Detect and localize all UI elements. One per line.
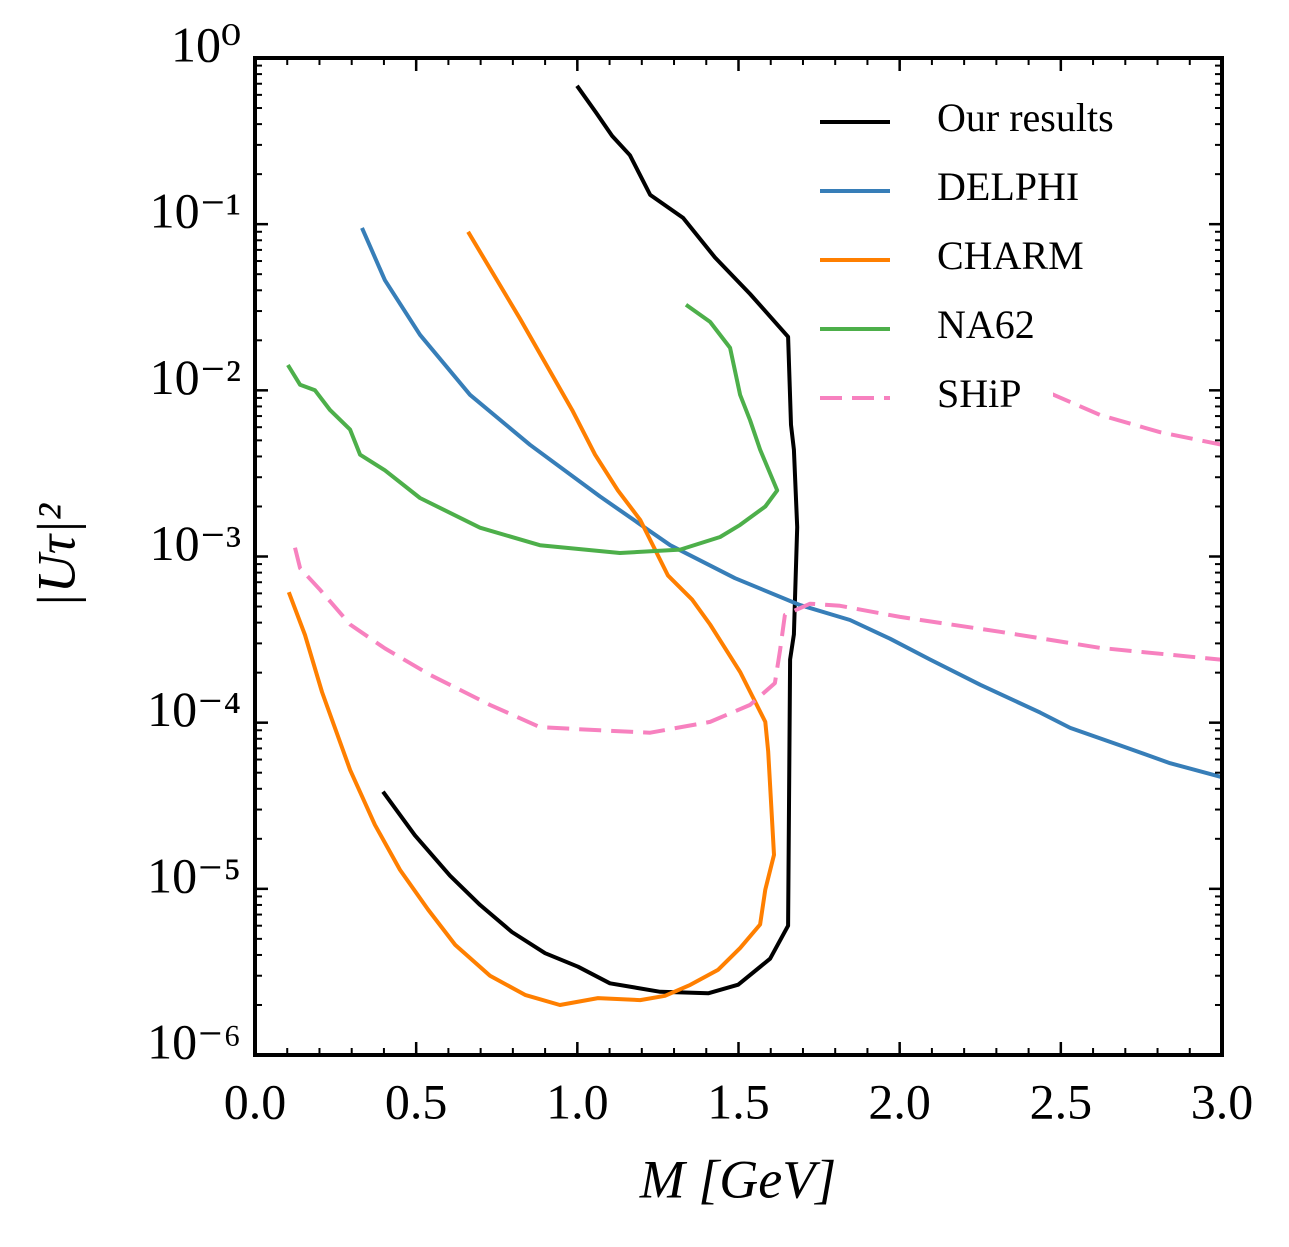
legend-label: DELPHI [937,164,1079,209]
x-axis-label: M [GeV] [639,1149,836,1209]
series-line [381,84,800,996]
legend-label: SHiP [937,371,1022,416]
x-tick-label: 0.0 [224,1073,287,1129]
y-tick-label: 10⁻² [150,349,241,405]
x-tick-label: 2.5 [1030,1073,1093,1129]
plot-frame [253,56,1224,1057]
y-axis-label: |Uτ|² [26,503,86,608]
y-tick-label: 10⁻⁶ [147,1013,241,1069]
x-tick-label: 3.0 [1191,1073,1254,1129]
series-line [360,227,1222,780]
y-tick-label: 10⁻⁵ [147,847,241,903]
series-line [293,391,1222,735]
x-tick-label: 0.5 [385,1073,448,1129]
series-line [286,230,776,1007]
x-tick-label: 1.5 [707,1073,770,1129]
x-tick-label: 1.0 [546,1073,609,1129]
legend-label: Our results [937,95,1114,140]
y-tick-label: 10⁻³ [150,515,241,571]
series-line [286,303,780,555]
legend-label: NA62 [937,302,1035,347]
y-tick-label: 10⁻¹ [150,183,241,239]
x-tick-label: 2.0 [868,1073,931,1129]
y-tick-label: 10⁻⁴ [147,681,241,737]
legend-label: CHARM [937,233,1084,278]
y-tick-label: 10⁰ [171,16,241,72]
